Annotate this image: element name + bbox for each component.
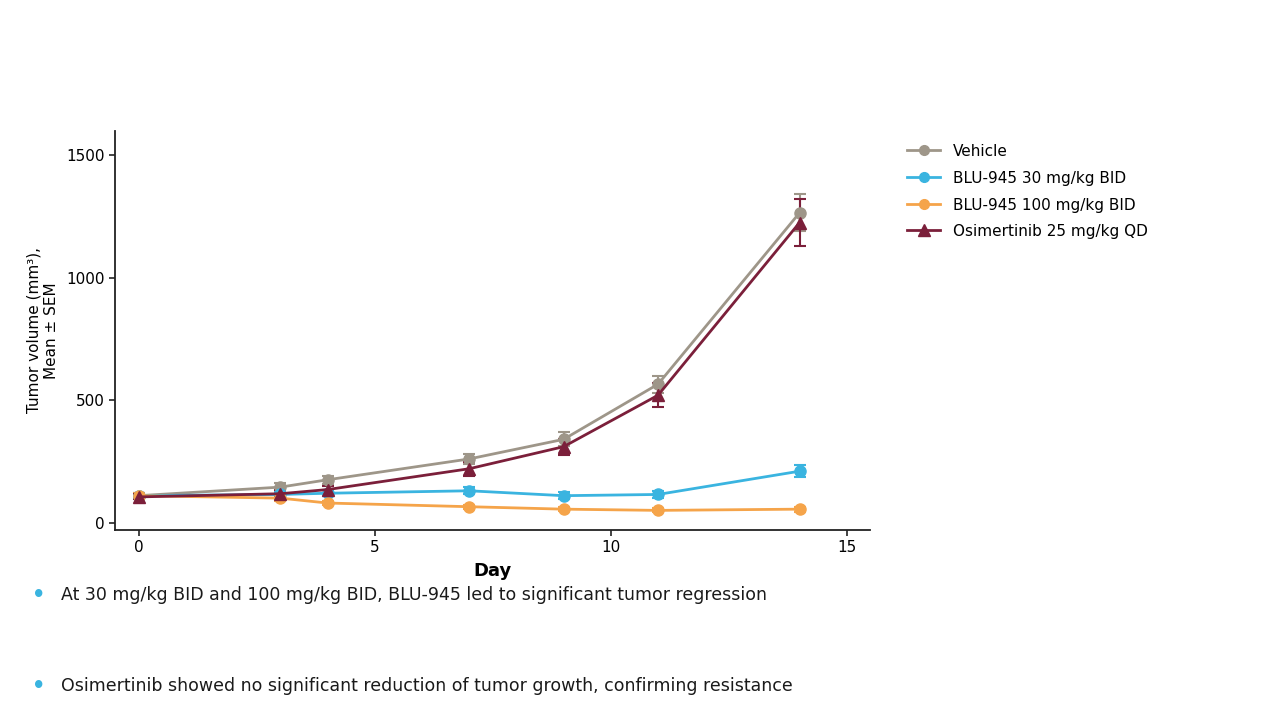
Text: •: • xyxy=(32,585,45,605)
Text: Figure 7: Oral administration of BLU-945 showed significant tumor regression in : Figure 7: Oral administration of BLU-945… xyxy=(15,33,998,54)
Text: Osimertinib showed no significant reduction of tumor growth, confirming resistan: Osimertinib showed no significant reduct… xyxy=(61,677,794,695)
Text: At 30 mg/kg BID and 100 mg/kg BID, BLU-945 led to significant tumor regression: At 30 mg/kg BID and 100 mg/kg BID, BLU-9… xyxy=(61,587,768,604)
Y-axis label: Tumor volume (mm³),
Mean ± SEM: Tumor volume (mm³), Mean ± SEM xyxy=(27,248,59,413)
Text: •: • xyxy=(32,676,45,696)
Text: osimertinib-resistant Ba/F3 CDX (L858R/T790M/C797S) tumor model: osimertinib-resistant Ba/F3 CDX (L858R/T… xyxy=(15,84,819,104)
X-axis label: Day: Day xyxy=(474,563,512,580)
Legend: Vehicle, BLU-945 30 mg/kg BID, BLU-945 100 mg/kg BID, Osimertinib 25 mg/kg QD: Vehicle, BLU-945 30 mg/kg BID, BLU-945 1… xyxy=(901,139,1153,245)
